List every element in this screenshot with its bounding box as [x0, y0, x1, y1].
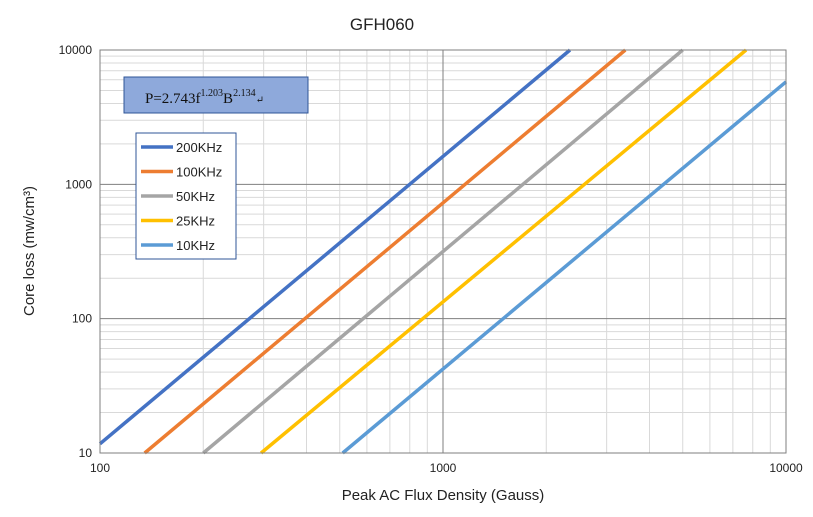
- formula-text: P=2.743f1.203B2.134↵: [145, 88, 264, 107]
- y-tick-label: 1000: [65, 177, 92, 191]
- legend-label: 200KHz: [176, 140, 222, 155]
- legend-label: 100KHz: [176, 165, 222, 180]
- series-line-100khz: [143, 48, 627, 455]
- x-tick-label: 1000: [430, 461, 457, 475]
- x-tick-labels: 100 1000 10000: [90, 461, 803, 475]
- chart-title: GFH060: [350, 15, 414, 34]
- series-line-25khz: [259, 48, 748, 455]
- series-line-10khz: [341, 80, 788, 455]
- x-axis-label: Peak AC Flux Density (Gauss): [342, 487, 545, 504]
- y-tick-label: 100: [72, 312, 92, 326]
- y-tick-labels: 10 100 1000 10000: [59, 43, 93, 460]
- formula-b-exponent: 2.134: [233, 88, 256, 99]
- plot-frame: [99, 49, 787, 454]
- formula-return-mark: ↵: [256, 95, 264, 106]
- legend-label: 25KHz: [176, 214, 215, 229]
- series-line-200khz: [98, 48, 572, 446]
- y-tick-label: 10000: [59, 43, 93, 57]
- formula-base: P=2.743f: [145, 91, 201, 107]
- legend-label: 50KHz: [176, 189, 215, 204]
- formula-box: P=2.743f1.203B2.134↵: [123, 76, 309, 114]
- legend-label: 10KHz: [176, 238, 215, 253]
- formula-b: B: [223, 91, 233, 107]
- legend: 200KHz 100KHz 50KHz 25KHz 10KHz: [135, 132, 237, 260]
- series-line-50khz: [202, 48, 684, 455]
- y-axis-label: Core loss (mw/cm³): [21, 186, 38, 316]
- y-tick-label: 10: [79, 446, 93, 460]
- formula-f-exponent: 1.203: [201, 88, 224, 99]
- x-tick-label: 100: [90, 461, 110, 475]
- x-tick-label: 10000: [769, 461, 803, 475]
- series-lines: [98, 48, 788, 455]
